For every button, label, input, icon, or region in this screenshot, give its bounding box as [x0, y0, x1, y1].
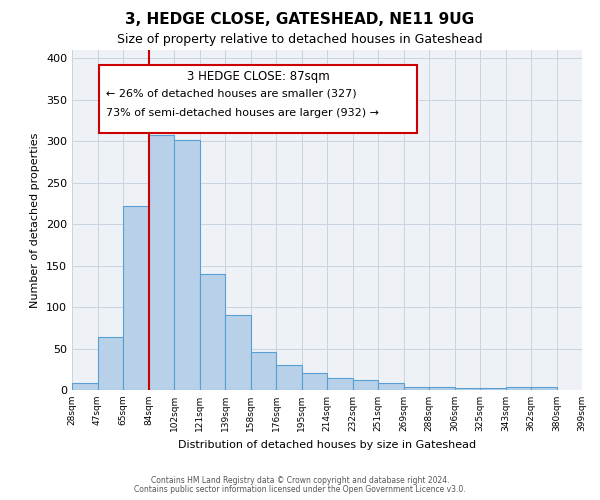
Text: Contains HM Land Registry data © Crown copyright and database right 2024.: Contains HM Land Registry data © Crown c… [151, 476, 449, 485]
Text: ← 26% of detached houses are smaller (327): ← 26% of detached houses are smaller (32… [106, 89, 357, 99]
Bar [531, 386, 557, 390]
Bar [327, 378, 353, 390]
Bar [123, 206, 149, 390]
Text: 73% of semi-detached houses are larger (932) →: 73% of semi-detached houses are larger (… [106, 108, 379, 118]
Bar [302, 372, 327, 390]
Bar [251, 352, 276, 390]
Bar [97, 337, 123, 390]
Bar [199, 274, 225, 390]
Bar [174, 140, 199, 390]
Bar [353, 380, 378, 390]
Text: Contains public sector information licensed under the Open Government Licence v3: Contains public sector information licen… [134, 485, 466, 494]
Bar [225, 316, 251, 390]
Text: 3, HEDGE CLOSE, GATESHEAD, NE11 9UG: 3, HEDGE CLOSE, GATESHEAD, NE11 9UG [125, 12, 475, 28]
Bar [72, 382, 97, 390]
X-axis label: Distribution of detached houses by size in Gateshead: Distribution of detached houses by size … [178, 440, 476, 450]
Bar [276, 365, 302, 390]
Bar [429, 386, 455, 390]
Bar [404, 386, 429, 390]
Bar [378, 382, 404, 390]
Text: Size of property relative to detached houses in Gateshead: Size of property relative to detached ho… [117, 32, 483, 46]
Bar [480, 388, 505, 390]
Y-axis label: Number of detached properties: Number of detached properties [31, 132, 40, 308]
Bar [455, 388, 480, 390]
Bar [505, 386, 531, 390]
Text: 3 HEDGE CLOSE: 87sqm: 3 HEDGE CLOSE: 87sqm [187, 70, 329, 83]
Bar [149, 136, 174, 390]
